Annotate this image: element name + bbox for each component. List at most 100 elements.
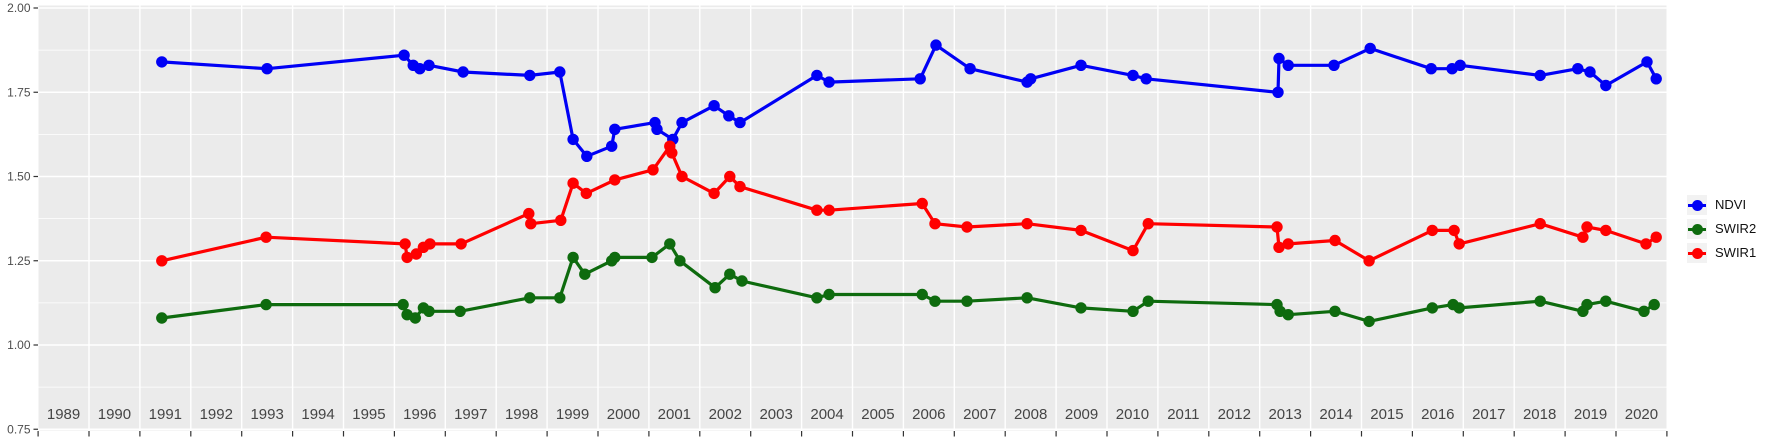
legend-label: SWIR2 [1715,221,1757,236]
series-NDVI-point [567,133,579,146]
series-SWIR1-point [609,174,621,186]
series-SWIR2-point [409,312,421,324]
y-tick-label-2.00: 2.00 [7,1,31,15]
series-SWIR1-point [1534,218,1546,230]
series-SWIR1-point [580,187,592,200]
series-NDVI-point [261,62,273,75]
series-NDVI-point [1425,62,1437,75]
series-SWIR2-point [1127,305,1139,317]
series-NDVI-point [1282,59,1294,71]
series-SWIR2-point [454,305,466,317]
series-SWIR1-point [929,218,941,230]
series-NDVI-point [914,73,926,85]
x-tick-label-2017: 2017 [1472,406,1505,423]
legend-key-SWIR2-icon [1687,219,1707,239]
series-SWIR2-point [1581,298,1593,311]
series-NDVI-point [1600,79,1612,92]
series-NDVI-point [1650,73,1662,85]
x-tick-label-2001: 2001 [658,406,691,423]
x-tick-label-2009: 2009 [1065,406,1098,423]
series-NDVI-point [1140,73,1152,85]
series-NDVI-point [1641,56,1653,68]
series-SWIR2-point [811,292,823,304]
x-tick-label-2011: 2011 [1167,406,1199,423]
series-SWIR1-point [1650,231,1662,243]
series-SWIR1-point [424,238,436,250]
series-NDVI-point [1572,62,1584,75]
series-SWIR2-point [1534,295,1546,307]
series-NDVI-point [606,140,618,152]
series-SWIR2-point [736,275,748,287]
series-SWIR1-point [1581,221,1593,233]
x-tick-label-2015: 2015 [1370,406,1403,423]
legend-item-SWIR2: SWIR2 [1687,219,1756,239]
y-tick-label-1.25: 1.25 [7,254,31,268]
series-SWIR1-point [1075,224,1087,237]
series-NDVI-point [1534,69,1546,82]
series-SWIR1-point [916,197,928,210]
series-SWIR2-point [664,238,676,250]
series-NDVI-point [554,66,566,78]
x-tick-label-2018: 2018 [1523,406,1556,423]
x-tick-label-1997: 1997 [454,406,487,423]
x-tick-label-2007: 2007 [963,406,996,423]
series-NDVI-point [723,110,735,122]
series-SWIR2-point [554,292,566,304]
series-NDVI-point [457,66,469,78]
x-tick-label-2005: 2005 [861,406,894,423]
x-tick-label-2016: 2016 [1421,406,1454,423]
series-NDVI-point [1454,59,1466,71]
x-tick-label-1990: 1990 [98,406,131,423]
series-SWIR2-point [1142,295,1154,307]
series-SWIR1-point [399,238,411,250]
series-NDVI-point [1584,66,1596,78]
series-SWIR2-point [709,282,721,294]
series-NDVI-point [1127,69,1139,82]
series-SWIR1-point [1282,238,1294,250]
x-tick-label-2006: 2006 [912,406,945,423]
series-NDVI-point [676,116,688,129]
x-tick-label-1994: 1994 [301,406,334,423]
series-SWIR2-point [1426,302,1439,314]
x-tick-label-2014: 2014 [1319,406,1352,423]
series-SWIR2-point [156,312,168,324]
series-SWIR1-point [410,248,422,260]
series-NDVI-point [651,123,663,135]
series-SWIR2-point [609,251,621,264]
x-tick-label-2020: 2020 [1625,406,1658,423]
series-NDVI-point [1328,59,1340,71]
legend-label: SWIR1 [1715,245,1757,260]
x-tick-label-2004: 2004 [810,406,843,423]
series-NDVI-point [581,150,593,162]
series-SWIR2-point [1282,309,1294,321]
series-NDVI-point [823,76,835,88]
series-SWIR1-point [455,238,467,250]
series-SWIR1-point [567,177,579,189]
series-SWIR2-point [579,268,591,280]
series-SWIR2-point [1075,302,1087,314]
series-SWIR2-point [1648,298,1660,311]
x-tick-label-1992: 1992 [200,406,233,423]
series-SWIR2-point [1453,302,1465,314]
legend-item-SWIR1: SWIR1 [1687,243,1756,263]
series-SWIR2-point [423,305,435,317]
y-tick-label-0.75: 0.75 [7,422,31,436]
series-SWIR2-point [397,298,409,311]
series-SWIR1-point [1577,231,1589,243]
legend-key-NDVI-icon [1687,195,1707,215]
series-SWIR1-point [1273,241,1285,253]
x-tick-label-2013: 2013 [1268,406,1301,423]
x-tick-label-1989: 1989 [47,406,80,423]
series-SWIR1-point [555,214,567,226]
x-tick-label-1991: 1991 [149,406,182,423]
x-tick-label-1998: 1998 [505,406,538,423]
series-NDVI-point [609,123,621,135]
x-tick-label-1996: 1996 [403,406,436,423]
series-NDVI-point [398,49,410,61]
series-SWIR1-point [961,221,973,233]
x-tick-label-2003: 2003 [759,406,792,423]
x-tick-label-2010: 2010 [1116,406,1149,423]
series-SWIR1-point [1448,224,1460,237]
series-SWIR1-point [1453,238,1465,250]
